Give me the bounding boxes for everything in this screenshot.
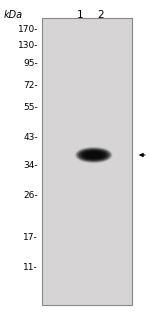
Text: 26-: 26- bbox=[23, 192, 38, 201]
Text: 1: 1 bbox=[76, 10, 83, 20]
Ellipse shape bbox=[85, 152, 103, 158]
Text: 17-: 17- bbox=[23, 233, 38, 242]
Text: 55-: 55- bbox=[23, 103, 38, 112]
Ellipse shape bbox=[79, 150, 108, 160]
Text: 95-: 95- bbox=[23, 59, 38, 68]
Ellipse shape bbox=[75, 147, 112, 163]
Text: 170-: 170- bbox=[18, 26, 38, 35]
Text: 2: 2 bbox=[97, 10, 104, 20]
Ellipse shape bbox=[82, 151, 106, 159]
Text: 72-: 72- bbox=[23, 80, 38, 89]
Text: 130-: 130- bbox=[18, 41, 38, 50]
Text: kDa: kDa bbox=[4, 10, 23, 20]
Text: 34-: 34- bbox=[23, 162, 38, 171]
Bar bbox=[42, 18, 132, 305]
Ellipse shape bbox=[78, 149, 110, 161]
Text: 43-: 43- bbox=[23, 132, 38, 141]
Text: 11-: 11- bbox=[23, 264, 38, 273]
Ellipse shape bbox=[76, 148, 111, 162]
